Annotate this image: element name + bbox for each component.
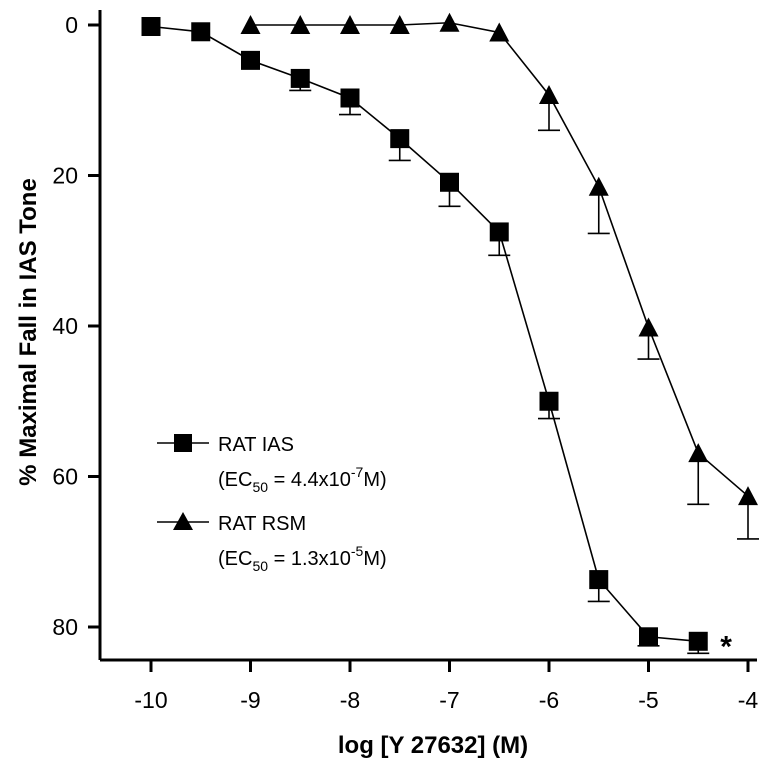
y-tick-label: 80 <box>52 614 78 640</box>
data-point-square <box>141 17 161 37</box>
legend-item-rat-rsm: RAT RSM (EC50 = 1.3x10-5M) <box>157 512 387 574</box>
data-point-square <box>390 129 410 149</box>
legend: RAT IAS (EC50 = 4.4x10-7M) RAT RSM (EC50… <box>157 434 387 574</box>
y-axis-title: % Maximal Fall in IAS Tone <box>15 178 42 486</box>
data-point-triangle <box>240 15 261 34</box>
y-ticks: 0 20 40 60 80 <box>52 12 100 640</box>
x-tick-label: -9 <box>240 687 260 713</box>
data-point-triangle <box>340 15 360 34</box>
data-point-triangle <box>290 15 311 34</box>
x-tick-label: -4 <box>738 687 759 713</box>
data-point-triangle <box>389 15 410 34</box>
legend-label-rat-rsm: RAT RSM <box>218 513 306 535</box>
x-tick-label: -7 <box>439 687 459 713</box>
x-axis-title: log [Y 27632] (M) <box>338 732 528 759</box>
x-tick-label: -6 <box>539 687 559 713</box>
legend-triangle-marker <box>173 512 193 530</box>
data-point-triangle <box>738 486 758 506</box>
data-point-triangle <box>588 176 609 196</box>
legend-ec50-rat-rsm: (EC50 = 1.3x10-5M) <box>218 543 387 574</box>
y-tick-label: 20 <box>52 163 78 189</box>
significance-annotation: * <box>720 630 732 663</box>
series-rat-ias <box>141 17 710 655</box>
y-tick-label: 60 <box>52 464 78 490</box>
x-tick-label: -5 <box>638 687 658 713</box>
series-line <box>250 21 749 497</box>
data-point-square <box>191 22 211 42</box>
data-point-square <box>340 88 360 108</box>
data-point-triangle <box>489 22 510 42</box>
legend-item-rat-ias: RAT IAS (EC50 = 4.4x10-7M) <box>157 434 387 495</box>
data-point-triangle <box>638 317 659 337</box>
y-tick-label: 40 <box>52 313 78 339</box>
data-point-square <box>589 570 609 590</box>
series-rat-rsm <box>240 12 759 540</box>
data-point-triangle <box>439 12 460 32</box>
data-point-square <box>440 172 459 192</box>
legend-ec50-rat-ias: (EC50 = 4.4x10-7M) <box>218 464 387 495</box>
x-tick-label: -10 <box>134 687 167 713</box>
data-point-square <box>290 68 310 88</box>
axes <box>98 10 757 662</box>
y-tick-label: 0 <box>65 12 78 38</box>
data-point-square <box>539 391 559 411</box>
x-ticks: -10 -9 -8 -7 -6 -5 -4 <box>134 660 758 713</box>
data-point-triangle <box>688 443 709 463</box>
data-point-triangle <box>539 84 559 104</box>
data-point-square <box>688 631 708 651</box>
data-point-square <box>241 50 260 70</box>
data-point-square <box>489 222 509 242</box>
legend-label-rat-ias: RAT IAS <box>218 434 294 456</box>
legend-square-marker <box>174 434 192 452</box>
x-tick-label: -8 <box>340 687 360 713</box>
data-point-square <box>639 627 658 647</box>
series-layer <box>141 12 759 655</box>
